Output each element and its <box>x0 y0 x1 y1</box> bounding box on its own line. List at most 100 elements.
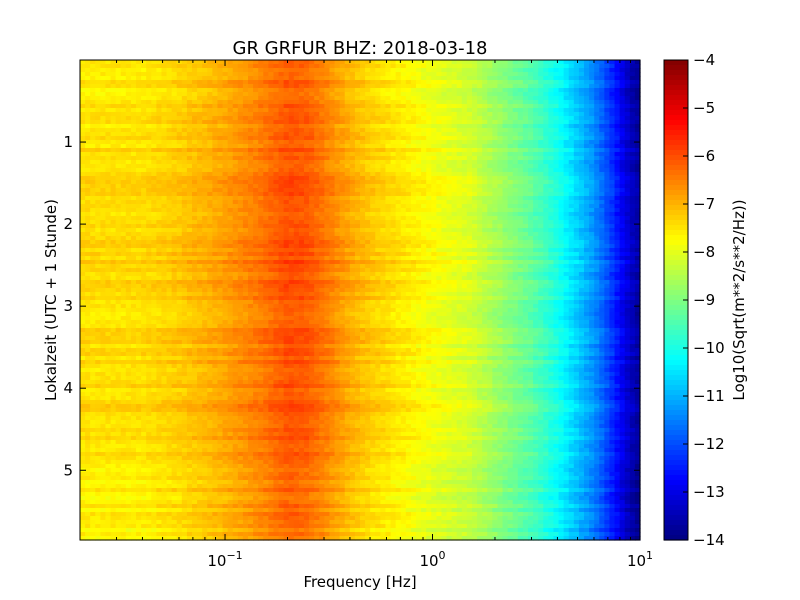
heatmap-cell <box>298 232 305 237</box>
heatmap-cell <box>146 100 152 105</box>
heatmap-cell <box>263 128 269 133</box>
heatmap-cell <box>115 152 122 157</box>
heatmap-cell <box>385 220 392 225</box>
heatmap-cell <box>293 176 300 181</box>
heatmap-cell <box>431 200 437 205</box>
heatmap-cell <box>441 64 448 69</box>
heatmap-cell <box>548 208 555 213</box>
heatmap-cell <box>517 68 524 73</box>
heatmap-cell <box>416 200 422 205</box>
heatmap-cell <box>100 160 107 165</box>
heatmap-cell <box>309 208 315 213</box>
heatmap-cell <box>533 88 539 93</box>
heatmap-cell <box>304 192 310 197</box>
heatmap-cell <box>431 180 437 185</box>
heatmap-cell <box>400 224 407 229</box>
heatmap-cell <box>166 100 173 105</box>
heatmap-cell <box>309 128 315 133</box>
heatmap-cell <box>400 168 407 173</box>
heatmap-cell <box>599 92 605 97</box>
heatmap-cell <box>288 144 295 149</box>
heatmap-cell <box>156 188 163 193</box>
heatmap-cell <box>120 200 127 205</box>
heatmap-cell <box>130 156 137 161</box>
heatmap-cell <box>405 84 412 89</box>
heatmap-cell <box>90 96 96 101</box>
heatmap-cell <box>568 212 575 217</box>
heatmap-cell <box>370 180 376 185</box>
heatmap-cell <box>451 160 458 165</box>
heatmap-cell <box>80 180 86 185</box>
heatmap-cell <box>339 200 346 205</box>
heatmap-cell <box>248 180 254 185</box>
heatmap-cell <box>533 108 539 113</box>
heatmap-cell <box>390 232 397 237</box>
heatmap-cell <box>248 124 254 129</box>
heatmap-cell <box>288 68 295 73</box>
heatmap-cell <box>533 200 539 205</box>
heatmap-cell <box>197 64 203 69</box>
heatmap-cell <box>151 216 157 221</box>
heatmap-cell <box>614 156 621 161</box>
heatmap-cell <box>522 188 529 193</box>
heatmap-cell <box>95 216 101 221</box>
heatmap-cell <box>217 128 224 133</box>
heatmap-cell <box>136 104 142 109</box>
heatmap-cell <box>268 172 275 177</box>
heatmap-cell <box>502 144 509 149</box>
heatmap-cell <box>390 76 397 81</box>
heatmap-cell <box>629 132 636 137</box>
heatmap-cell <box>237 116 244 121</box>
heatmap-cell <box>288 240 295 245</box>
heatmap-cell <box>314 164 320 169</box>
heatmap-cell <box>584 196 590 201</box>
heatmap-cell <box>354 132 361 137</box>
heatmap-cell <box>584 92 590 97</box>
heatmap-cell <box>416 140 422 145</box>
heatmap-cell <box>609 124 616 129</box>
heatmap-cell <box>385 92 392 97</box>
heatmap-cell <box>477 176 483 181</box>
heatmap-cell <box>156 72 163 77</box>
heatmap-cell <box>390 156 397 161</box>
heatmap-cell <box>314 240 320 245</box>
heatmap-cell <box>130 100 137 105</box>
heatmap-cell <box>578 72 585 77</box>
heatmap-cell <box>125 80 132 85</box>
heatmap-cell <box>629 104 636 109</box>
heatmap-cell <box>217 104 224 109</box>
heatmap-cell <box>400 80 407 85</box>
heatmap-cell <box>171 164 178 169</box>
heatmap-cell <box>125 136 132 141</box>
heatmap-cell <box>584 156 590 161</box>
heatmap-cell <box>202 160 208 165</box>
heatmap-cell <box>405 192 412 197</box>
heatmap-cell <box>553 88 560 93</box>
heatmap-cell <box>253 148 259 153</box>
heatmap-cell <box>497 232 504 237</box>
heatmap-cell <box>273 180 280 185</box>
heatmap-cell <box>95 64 101 69</box>
heatmap-cell <box>538 216 544 221</box>
heatmap-cell <box>120 172 127 177</box>
heatmap-cell <box>421 228 427 233</box>
heatmap-cell <box>507 144 514 149</box>
heatmap-cell <box>380 116 387 121</box>
heatmap-cell <box>553 176 560 181</box>
heatmap-cell <box>410 140 417 145</box>
heatmap-cell <box>110 160 117 165</box>
heatmap-cell <box>584 64 590 69</box>
heatmap-cell <box>472 216 478 221</box>
heatmap-cell <box>446 136 453 141</box>
heatmap-cell <box>563 176 570 181</box>
heatmap-cell <box>385 200 392 205</box>
heatmap-cell <box>100 68 107 73</box>
heatmap-cell <box>405 200 412 205</box>
heatmap-cell <box>176 128 183 133</box>
heatmap-cell <box>365 108 371 113</box>
heatmap-cell <box>141 232 147 237</box>
heatmap-cell <box>497 184 504 189</box>
heatmap-cell <box>619 76 626 81</box>
heatmap-cell <box>232 120 239 125</box>
heatmap-cell <box>324 64 331 69</box>
